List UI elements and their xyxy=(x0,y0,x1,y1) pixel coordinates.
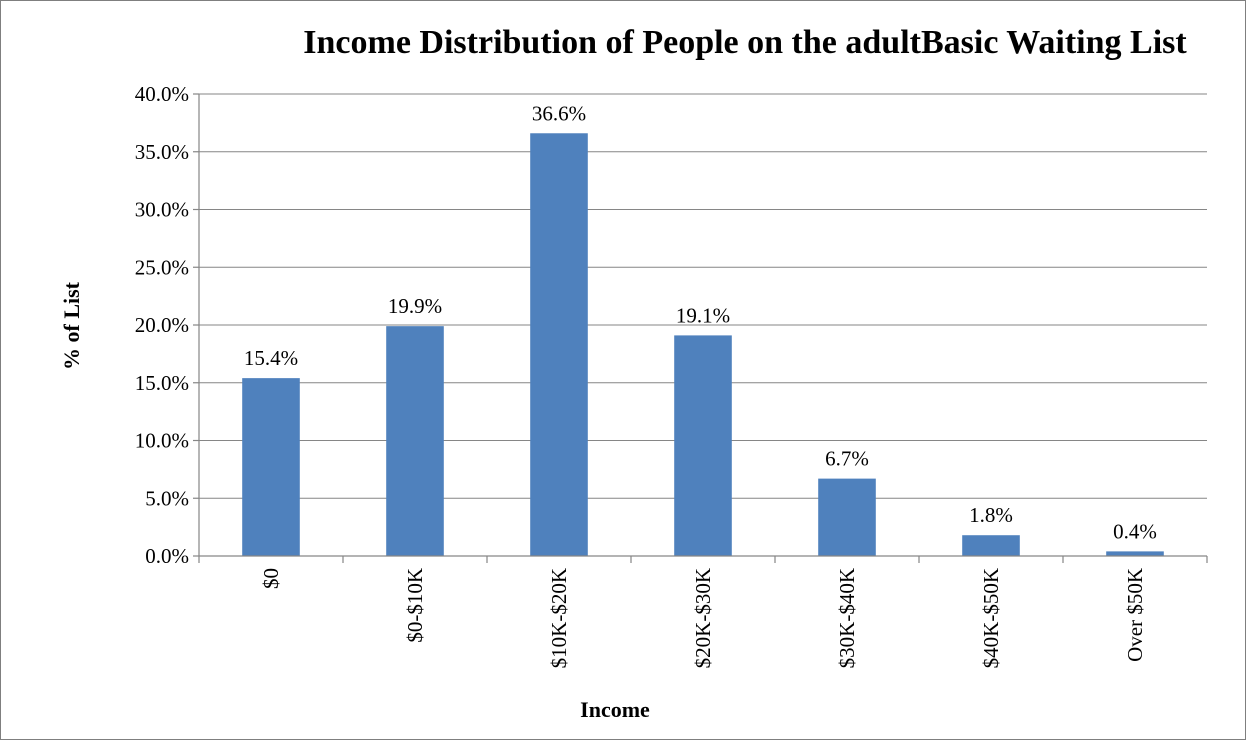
y-axis-title: % of List xyxy=(59,281,84,370)
y-tick-label: 25.0% xyxy=(135,255,189,279)
x-tick-label: $20K-$30K xyxy=(691,568,715,668)
axes xyxy=(193,93,1208,563)
data-label: 36.6% xyxy=(532,101,586,125)
bar xyxy=(818,478,876,556)
data-label: 1.8% xyxy=(969,503,1013,527)
data-label: 19.1% xyxy=(676,303,730,327)
x-tick-label: $0 xyxy=(259,568,283,589)
x-tick-label: $40K-$50K xyxy=(979,568,1003,668)
bars xyxy=(242,133,1164,556)
x-tick-label: $0-$10K xyxy=(403,568,427,643)
y-tick-label: 5.0% xyxy=(145,486,189,510)
x-tick-labels: $0 $0-$10K $10K-$20K $20K-$30K $30K-$40K $40K… xyxy=(259,568,1147,668)
bar xyxy=(530,133,588,556)
bar xyxy=(386,326,444,556)
x-tick-label: Over $50K xyxy=(1123,568,1147,662)
data-label: 19.9% xyxy=(388,294,442,318)
bar xyxy=(674,335,732,556)
bar xyxy=(962,535,1020,556)
x-tick-label: $30K-$40K xyxy=(835,568,859,668)
data-label: 6.7% xyxy=(825,447,869,471)
y-tick-label: 40.0% xyxy=(135,82,189,106)
y-tick-label: 20.0% xyxy=(135,313,189,337)
bar xyxy=(1106,551,1164,556)
y-tick-label: 35.0% xyxy=(135,140,189,164)
y-tick-label: 15.0% xyxy=(135,371,189,395)
bar xyxy=(242,378,300,556)
data-label: 0.4% xyxy=(1113,519,1157,543)
y-tick-label: 30.0% xyxy=(135,198,189,222)
y-tick-label: 0.0% xyxy=(145,544,189,568)
y-tick-labels: 0.0% 5.0% 10.0% 15.0% 20.0% 25.0% 30.0% 35.0% 40… xyxy=(135,82,189,568)
x-axis-title: Income xyxy=(580,697,650,722)
data-label: 15.4% xyxy=(244,346,298,370)
chart-title: Income Distribution of People on the adu… xyxy=(303,24,1187,61)
x-tick-label: $10K-$20K xyxy=(547,568,571,668)
data-labels: 15.4% 19.9% 36.6% 19.1% 6.7% 1.8% 0.4% xyxy=(244,101,1157,543)
y-tick-label: 10.0% xyxy=(135,429,189,453)
